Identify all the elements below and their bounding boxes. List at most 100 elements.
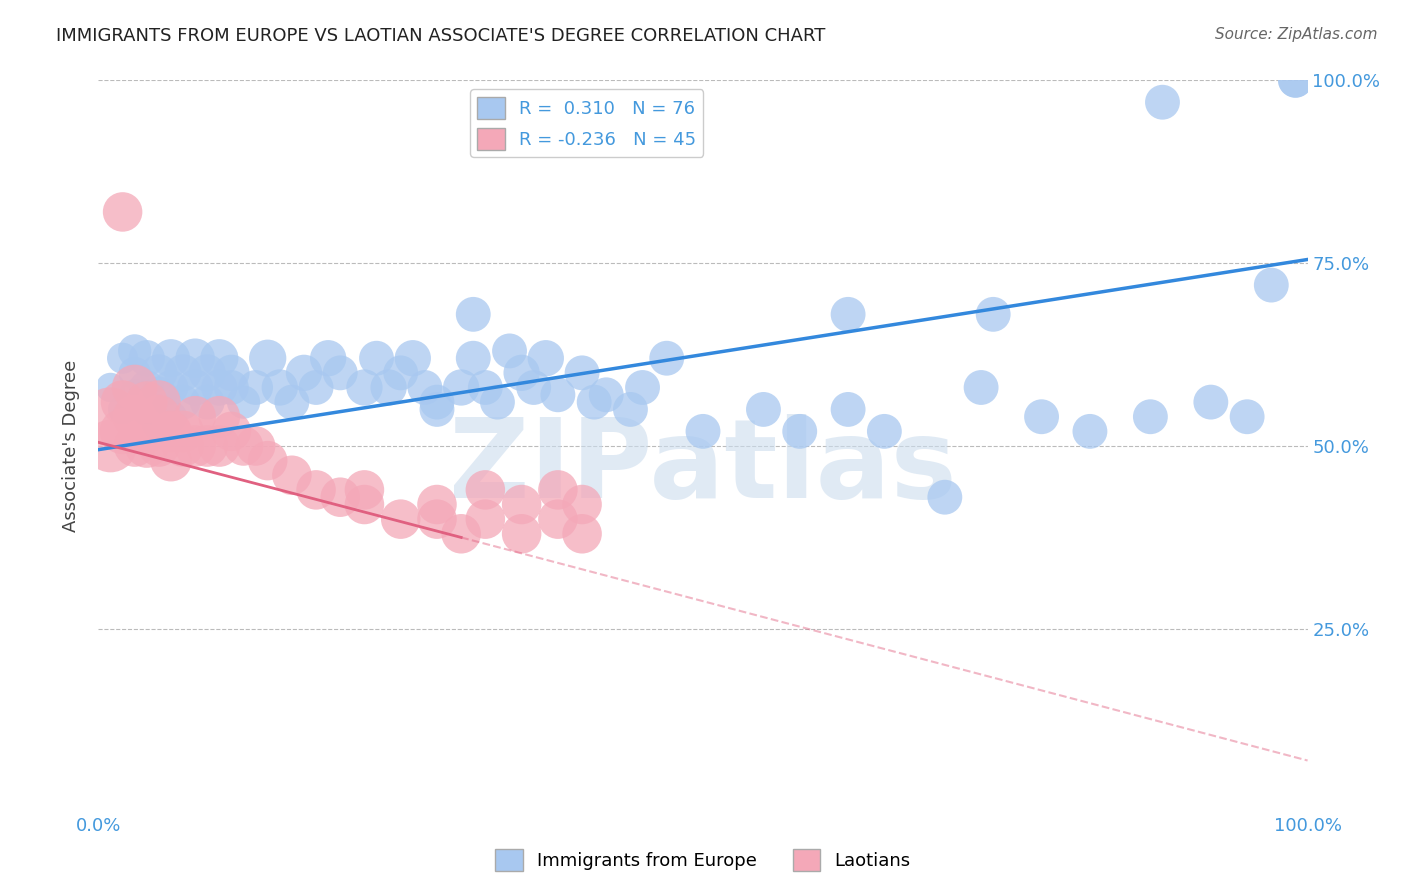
Point (426, 402, 449, 417)
Point (837, 402, 859, 417)
Point (547, 483, 569, 497)
Point (498, 343, 520, 358)
Point (135, 380, 157, 394)
Point (124, 409, 146, 424)
Point (184, 409, 207, 424)
Point (281, 468, 304, 483)
Point (510, 366, 533, 380)
Point (172, 395, 194, 409)
Point (1260, 278, 1282, 293)
Point (1284, 73, 1306, 87)
Point (160, 351, 183, 366)
Point (510, 498, 533, 512)
Point (305, 483, 328, 497)
Point (148, 395, 170, 409)
Point (124, 380, 146, 394)
Point (366, 351, 388, 366)
Point (389, 366, 412, 380)
Point (135, 439, 157, 453)
Point (450, 526, 472, 541)
Point (934, 490, 956, 504)
Point (981, 307, 1004, 321)
Point (692, 425, 714, 439)
Point (111, 351, 134, 366)
Point (474, 380, 496, 394)
Point (232, 439, 254, 453)
Point (208, 439, 231, 453)
Point (184, 351, 207, 366)
Point (789, 425, 811, 439)
Point (172, 366, 194, 380)
Point (256, 453, 278, 467)
Point (195, 366, 218, 380)
Point (124, 388, 146, 402)
Point (1152, 95, 1174, 110)
Point (184, 380, 207, 394)
Legend: Immigrants from Europe, Laotians: Immigrants from Europe, Laotians (488, 842, 918, 879)
Point (135, 395, 157, 409)
Point (534, 351, 557, 366)
Point (402, 351, 425, 366)
Point (619, 402, 641, 417)
Point (100, 439, 122, 453)
Point (329, 490, 352, 504)
Point (426, 498, 449, 512)
Point (172, 439, 194, 453)
Point (148, 439, 170, 453)
Point (547, 512, 569, 526)
Point (184, 439, 207, 453)
Point (208, 351, 231, 366)
Point (256, 351, 278, 366)
Point (160, 380, 183, 394)
Point (571, 498, 593, 512)
Point (474, 512, 496, 526)
Point (1139, 409, 1161, 424)
Point (221, 366, 243, 380)
Point (124, 366, 146, 380)
Point (353, 498, 375, 512)
Point (148, 388, 170, 402)
Legend: R =  0.310   N = 76, R = -0.236   N = 45: R = 0.310 N = 76, R = -0.236 N = 45 (470, 89, 703, 157)
Point (124, 343, 146, 358)
Point (426, 512, 449, 526)
Point (208, 380, 231, 394)
Point (510, 526, 533, 541)
Y-axis label: Associate's Degree: Associate's Degree (62, 359, 80, 533)
Point (160, 453, 183, 467)
Point (1284, 73, 1306, 87)
Point (837, 307, 859, 321)
Point (135, 402, 157, 417)
Point (463, 307, 485, 321)
Point (426, 395, 449, 409)
Point (655, 351, 678, 366)
Point (547, 388, 569, 402)
Point (413, 380, 436, 394)
Point (595, 388, 617, 402)
Point (463, 351, 485, 366)
Point (232, 395, 254, 409)
Point (160, 425, 183, 439)
Point (523, 380, 546, 394)
Point (124, 439, 146, 453)
Point (148, 366, 170, 380)
Point (221, 425, 243, 439)
Point (292, 366, 315, 380)
Point (111, 402, 134, 417)
Point (329, 366, 352, 380)
Point (377, 380, 399, 394)
Point (1236, 409, 1258, 424)
Point (353, 380, 375, 394)
Point (208, 409, 231, 424)
Point (1078, 425, 1101, 439)
Point (195, 439, 218, 453)
Point (100, 409, 122, 424)
Point (752, 402, 775, 417)
Point (1031, 409, 1053, 424)
Point (245, 439, 267, 453)
Point (1199, 395, 1222, 409)
Point (571, 526, 593, 541)
Point (631, 380, 654, 394)
Text: ZIPatlas: ZIPatlas (449, 415, 957, 522)
Point (269, 380, 291, 394)
Point (172, 425, 194, 439)
